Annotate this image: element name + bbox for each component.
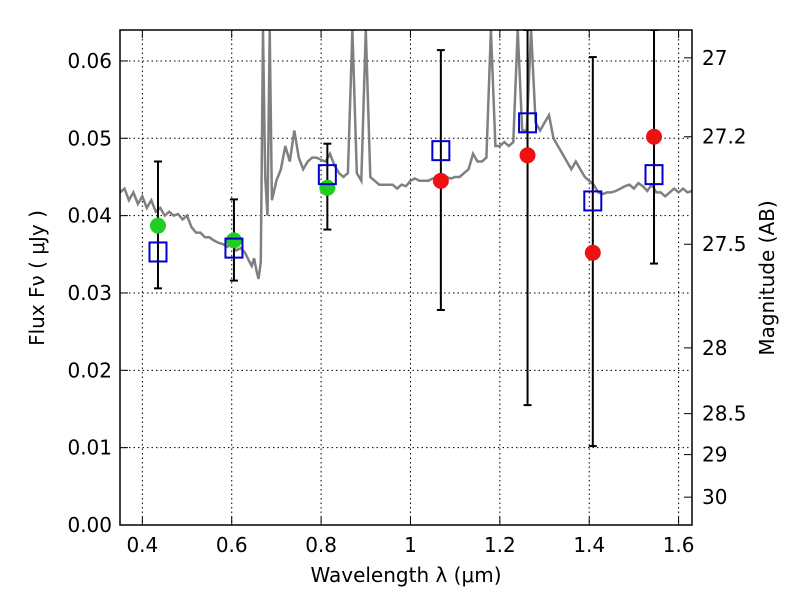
y2-tick-label: 27.5 bbox=[702, 232, 747, 256]
model-flux-square bbox=[583, 190, 603, 212]
x-tick-label: 0.8 bbox=[305, 533, 337, 557]
y-tick-label: 0.01 bbox=[67, 436, 112, 460]
x-tick-label: 1.2 bbox=[484, 533, 516, 557]
flux-point bbox=[646, 128, 663, 145]
flux-point bbox=[319, 179, 336, 196]
y-tick-label: 0.04 bbox=[67, 204, 112, 228]
grid-lines bbox=[120, 30, 692, 525]
y2-axis-title: Magnitude (AB) bbox=[755, 200, 779, 355]
flux-point bbox=[149, 217, 166, 234]
x-tick-label: 1.4 bbox=[573, 533, 605, 557]
flux-point bbox=[432, 172, 449, 189]
model-flux-square bbox=[224, 237, 244, 259]
x-tick-label: 1.6 bbox=[663, 533, 695, 557]
model-flux-square bbox=[317, 164, 337, 186]
axis-ticks bbox=[120, 30, 692, 526]
y-tick-label: 0.06 bbox=[67, 49, 112, 73]
model-flux-square bbox=[431, 140, 451, 162]
flux-point bbox=[225, 232, 242, 249]
data-markers bbox=[148, 30, 664, 448]
y2-tick-label: 27.2 bbox=[702, 125, 747, 149]
x-tick-label: 1 bbox=[404, 533, 417, 557]
y-tick-label: 0.02 bbox=[67, 358, 112, 382]
model-flux-square bbox=[518, 112, 538, 134]
model-flux-square bbox=[148, 241, 168, 263]
flux-point bbox=[584, 244, 601, 261]
y-tick-label: 0.00 bbox=[67, 513, 112, 537]
model-flux-square bbox=[644, 164, 664, 186]
plot-frame bbox=[119, 29, 693, 526]
y2-tick-label: 27 bbox=[702, 46, 727, 70]
y2-tick-label: 29 bbox=[702, 443, 727, 467]
y-tick-label: 0.03 bbox=[67, 281, 112, 305]
y2-tick-label: 28.5 bbox=[702, 402, 747, 426]
x-tick-label: 0.6 bbox=[216, 533, 248, 557]
x-tick-label: 0.4 bbox=[126, 533, 158, 557]
y-axis-title: Flux Fν ( μJy ) bbox=[25, 210, 49, 346]
x-axis-title: Wavelength λ (μm) bbox=[310, 563, 501, 587]
flux-point bbox=[519, 147, 536, 164]
plot-area bbox=[120, 30, 692, 448]
y2-tick-label: 30 bbox=[702, 485, 727, 509]
tick-labels: 0.4 0.6 0.8 1 1.2 1.4 1.6 0.00 0.01 0.02 0.03 0.04 0… bbox=[67, 46, 746, 557]
y-tick-label: 0.05 bbox=[67, 126, 112, 150]
y2-tick-label: 28 bbox=[702, 336, 727, 360]
